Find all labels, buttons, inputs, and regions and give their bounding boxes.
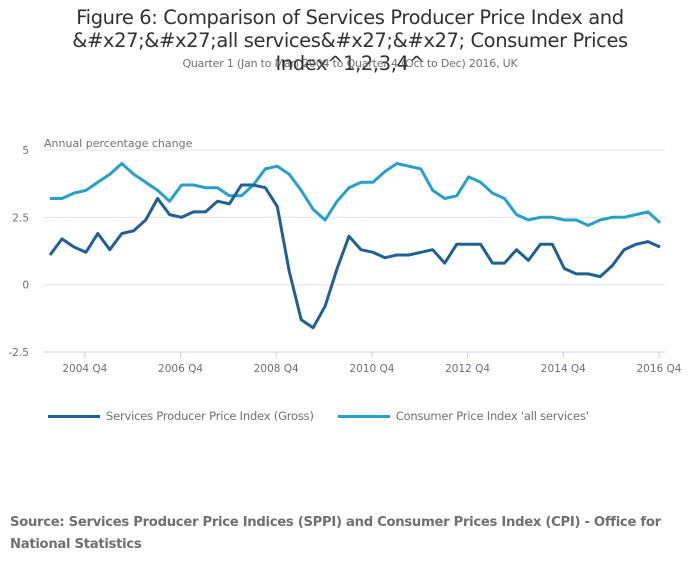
x-tick-label: 2004 Q4 [62,363,107,375]
y-tick-label: 2.5 [12,212,29,224]
legend: Services Producer Price Index (Gross) Co… [48,409,613,423]
x-tick-label: 2012 Q4 [445,363,490,375]
chart-subtitle: Quarter 1 (Jan to Mar) 2004 to Quarter 4… [182,57,518,70]
x-tick-label: 2016 Q4 [636,363,681,375]
legend-label-cpi: Consumer Price Index 'all services' [395,409,589,423]
x-tick-label: 2014 Q4 [541,363,586,375]
x-tick-label: 2010 Q4 [349,363,394,375]
x-axis: 2004 Q4 2006 Q4 2008 Q4 2010 Q4 2012 Q4 2014 … [62,352,682,375]
y-tick-label: 5 [22,145,29,157]
x-tick-label: 2008 Q4 [254,363,299,375]
y-tick-label: -2.5 [9,347,30,359]
series-line-sppi[interactable] [48,183,661,330]
legend-swatch-sppi [48,414,100,418]
series-line-cpi[interactable] [50,162,662,227]
x-tick-label: 2006 Q4 [158,363,203,375]
legend-label-sppi: Services Producer Price Index (Gross) [106,409,314,423]
gridlines [44,149,665,353]
y-axis-label: Annual percentage change [44,137,193,150]
line-chart: Annual percentage change 5 2.5 0 -2.5 2004 … [9,137,682,375]
legend-swatch-cpi [337,414,390,418]
legend-item-sppi[interactable]: Services Producer Price Index (Gross) [48,409,314,423]
source-note: Source: Services Producer Price Indices … [10,515,661,552]
chart-title: Figure 6: Comparison of Services Produce… [72,6,628,75]
y-tick-label: 0 [22,280,29,292]
y-axis: 5 2.5 0 -2.5 [9,145,30,359]
series-lines [48,162,662,330]
legend-item-cpi[interactable]: Consumer Price Index 'all services' [337,409,589,423]
